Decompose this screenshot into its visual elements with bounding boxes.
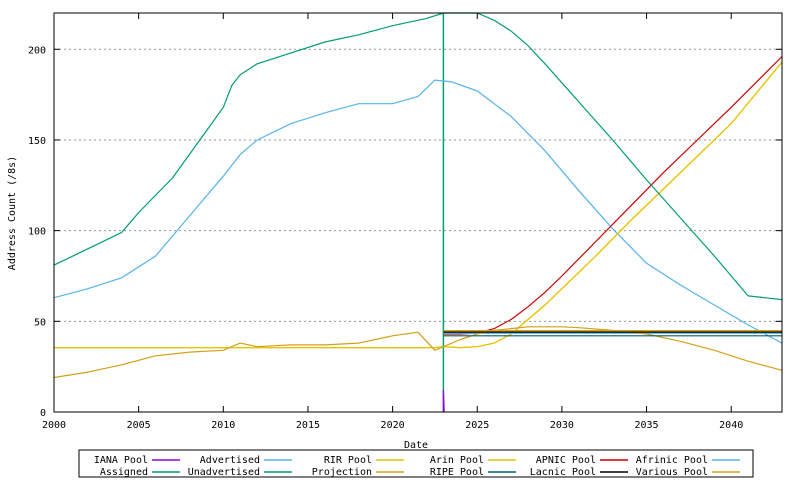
series-apnic-pool bbox=[443, 56, 783, 335]
plot-frame bbox=[53, 12, 783, 413]
y-tick-label: 0 bbox=[40, 408, 46, 419]
series-layer bbox=[53, 12, 783, 413]
legend-label-ripe-pool: RIPE Pool bbox=[430, 467, 484, 478]
legend-label-arin-pool: Arin Pool bbox=[430, 455, 484, 466]
x-tick-label: 2020 bbox=[381, 420, 405, 431]
legend-label-unadvertised: Unadvertised bbox=[188, 467, 260, 478]
x-tick-label: 2035 bbox=[635, 420, 659, 431]
y-tick-label: 200 bbox=[28, 45, 46, 56]
x-tick-label: 2030 bbox=[550, 420, 574, 431]
legend-label-rir-pool: RIR Pool bbox=[324, 455, 372, 466]
x-axis-label: Date bbox=[404, 440, 428, 451]
legend-label-assigned: Assigned bbox=[100, 467, 148, 478]
x-tick-label: 2010 bbox=[211, 420, 235, 431]
x-tick-label: 2015 bbox=[296, 420, 320, 431]
x-tick-label: 2000 bbox=[42, 420, 66, 431]
legend-label-afrinic-pool: Afrinic Pool bbox=[636, 455, 708, 466]
legend-box bbox=[78, 449, 754, 478]
legend-label-apnic-pool: APNIC Pool bbox=[536, 455, 596, 466]
y-tick-label: 50 bbox=[34, 317, 46, 328]
legend-label-iana-pool: IANA Pool bbox=[94, 455, 148, 466]
x-tick-label: 2040 bbox=[719, 420, 743, 431]
series-unadvertised bbox=[443, 12, 783, 301]
grid-layer bbox=[54, 48, 782, 322]
series-projection bbox=[53, 326, 783, 379]
y-tick-label: 100 bbox=[28, 227, 46, 238]
series-assigned bbox=[53, 12, 444, 266]
y-tick-label: 150 bbox=[28, 136, 46, 147]
legend-label-various-pool: Various Pool bbox=[636, 467, 708, 478]
ticks-layer: 0 50 100 150 200 2000 2005 2010 2015 2020 2025 2030… bbox=[28, 13, 782, 431]
series-iana-pool bbox=[442, 389, 445, 413]
x-tick-label: 2025 bbox=[465, 420, 489, 431]
legend-label-projection: Projection bbox=[312, 467, 372, 478]
series-rir-pool bbox=[54, 61, 783, 349]
legend: IANA Pool Advertised RIR Pool Arin Pool APNI… bbox=[78, 449, 754, 478]
legend-label-lacnic-pool: Lacnic Pool bbox=[530, 467, 596, 478]
x-tick-label: 2005 bbox=[127, 420, 151, 431]
series-arin-pool bbox=[54, 61, 783, 349]
y-axis-label: Address Count (/8s) bbox=[7, 156, 18, 270]
series-advertised bbox=[53, 79, 783, 344]
legend-label-advertised: Advertised bbox=[200, 455, 260, 466]
